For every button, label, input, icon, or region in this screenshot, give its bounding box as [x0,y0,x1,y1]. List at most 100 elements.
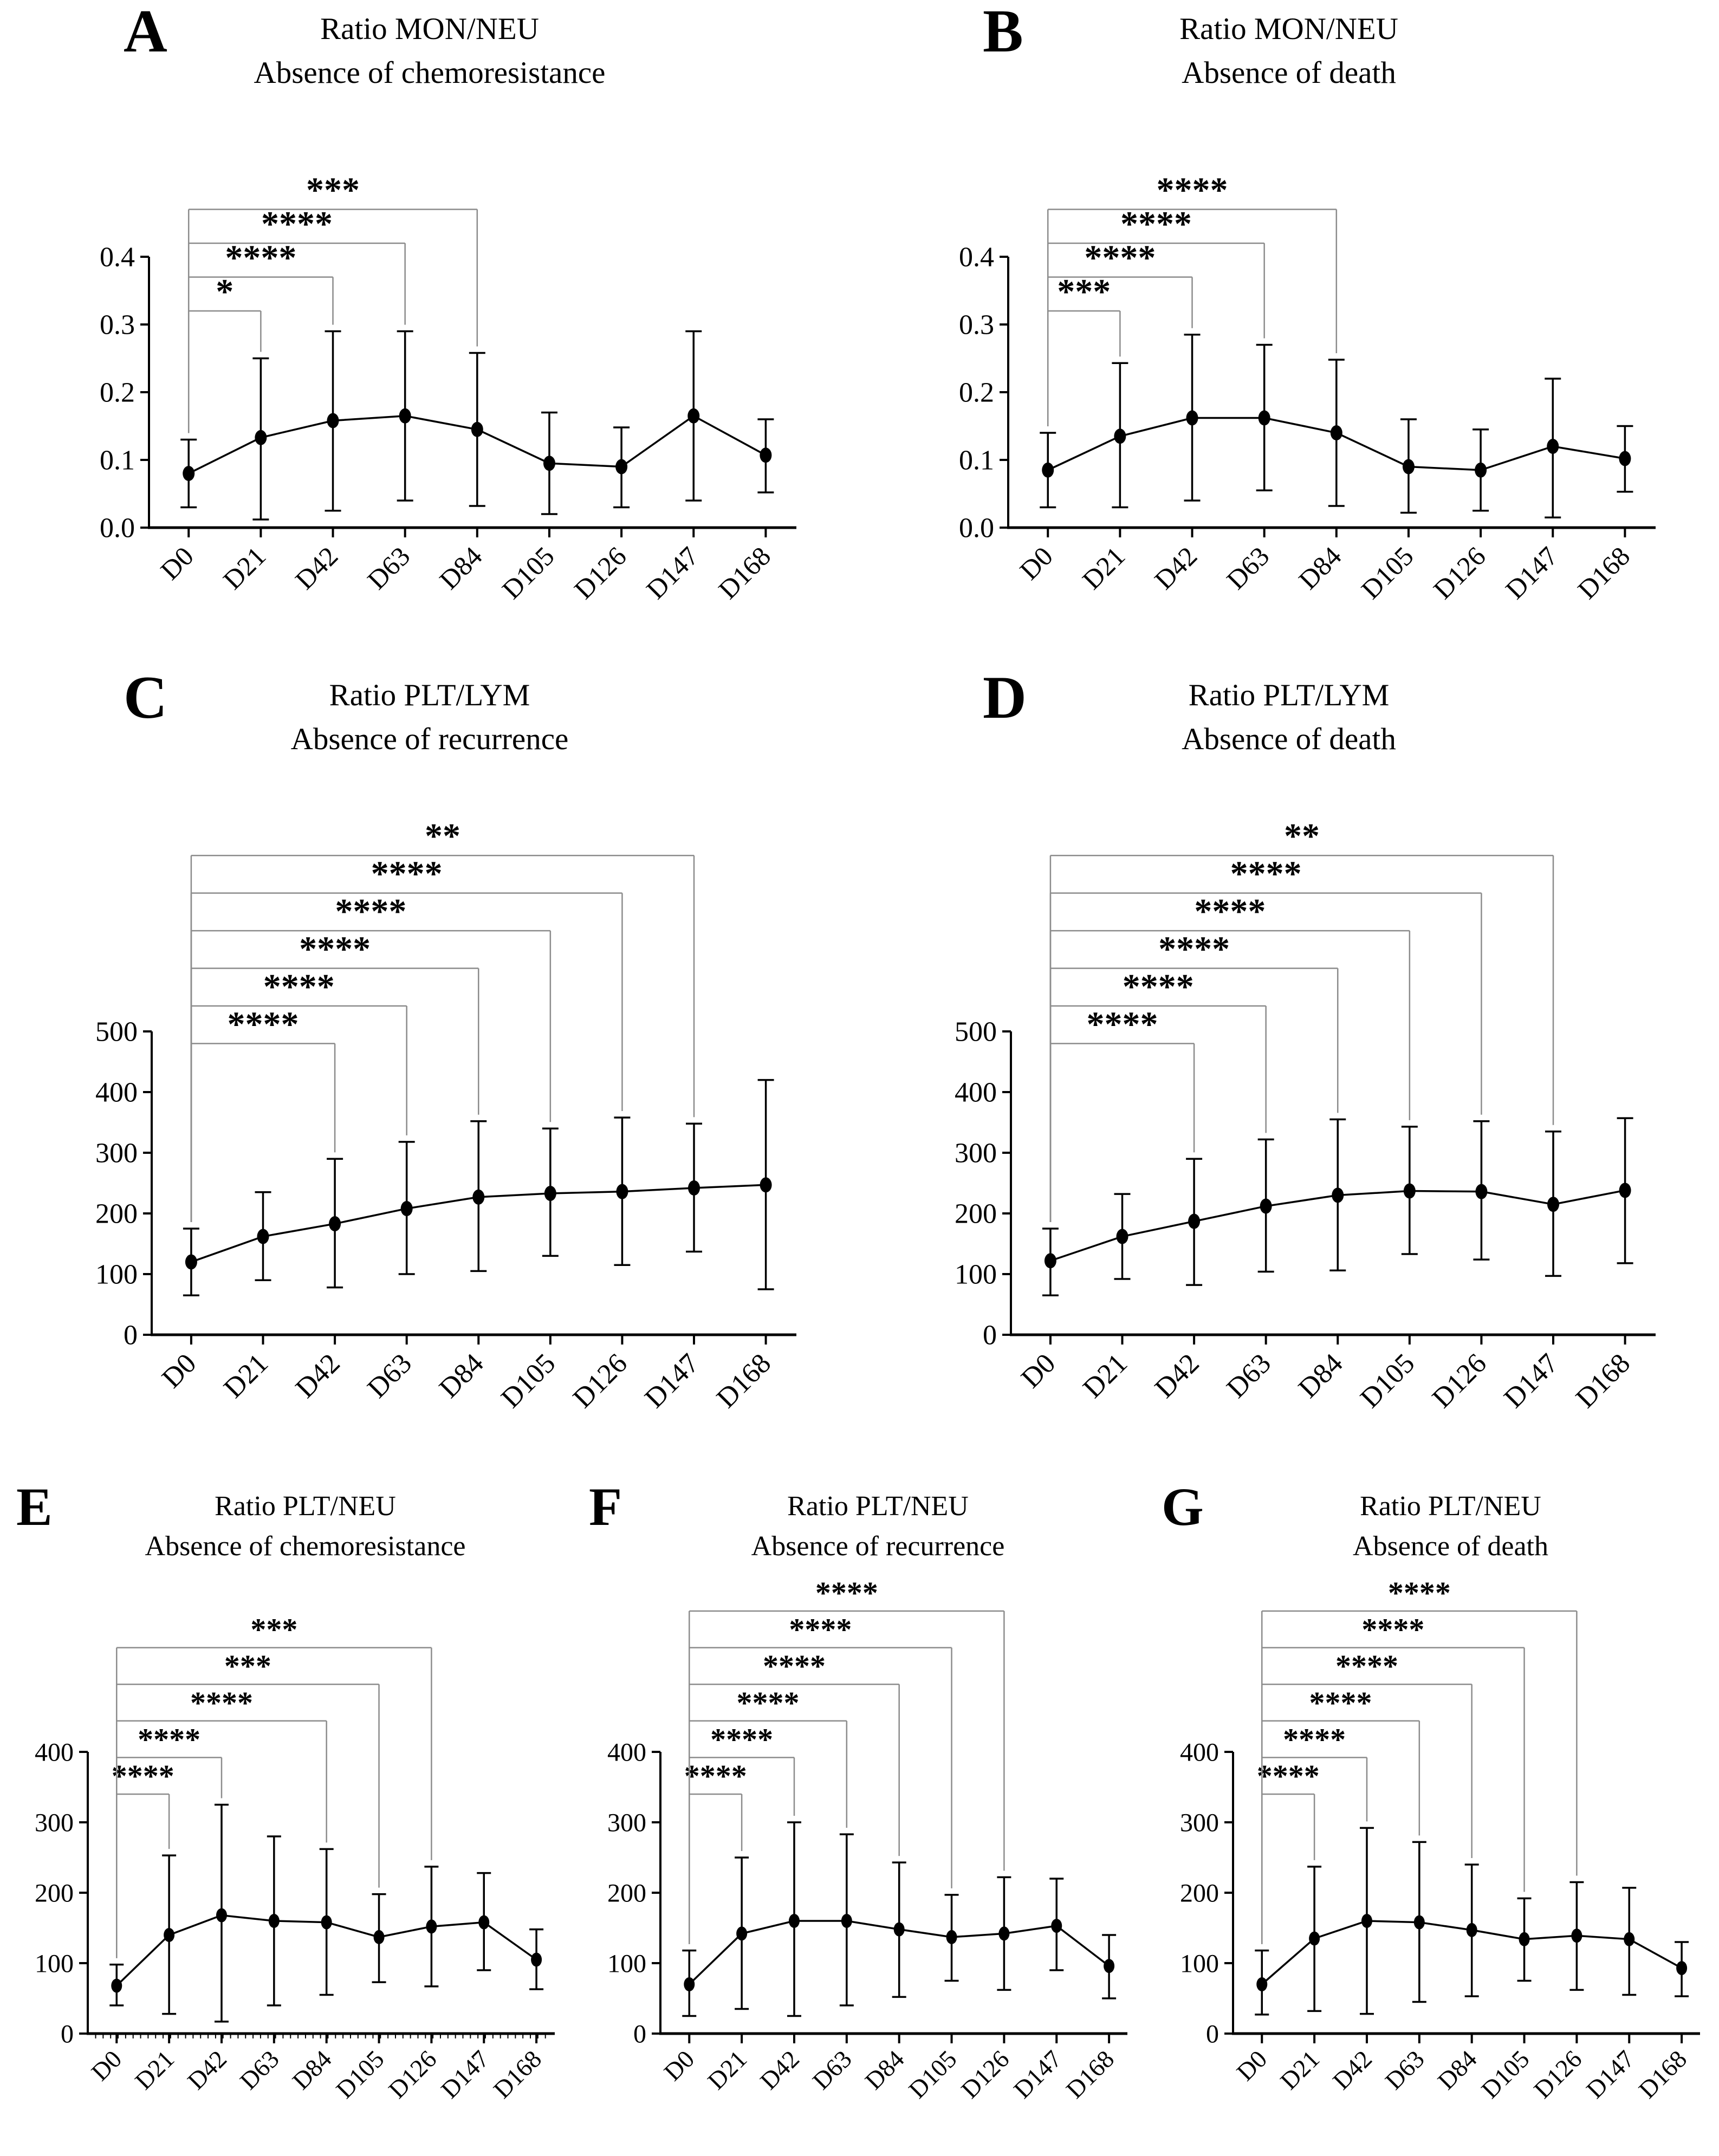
y-tick-label: 100 [95,1259,138,1290]
bracket-label: **** [1123,967,1194,1006]
x-tick-label: D168 [488,2045,547,2103]
data-point [1330,425,1342,440]
data-point [998,1926,1010,1941]
data-point [1042,462,1054,478]
data-point [471,421,483,437]
y-tick-label: 100 [35,1949,74,1978]
data-point [426,1919,437,1934]
data-point [1258,410,1270,426]
data-point [1361,1914,1372,1928]
panel-e-subtitle: Absence of chemoresistance [145,1530,466,1562]
x-tick-label: D42 [1149,541,1203,595]
y-tick-label: 400 [95,1077,138,1108]
data-point [688,1180,700,1196]
panel-c-title: Ratio PLT/LYM [329,678,530,712]
data-point [760,1177,772,1193]
y-tick-label: 100 [607,1949,646,1978]
data-point [543,456,555,471]
panel-letter-c: C [124,664,167,731]
panel-g-title: Ratio PLT/NEU [1360,1491,1541,1522]
bracket-label: **** [112,1758,174,1794]
data-point [216,1908,227,1923]
panel-a-title: Ratio MON/NEU [320,12,539,46]
chart-canvas-c: **********************0100200300400500D0… [95,816,796,1414]
panel-a: A Ratio MON/NEU Absence of chemoresistan… [0,0,859,666]
x-tick-label: D42 [289,541,343,595]
panel-letter-e: E [16,1477,53,1537]
bracket-label: **** [228,1004,299,1044]
panel-b-title: Ratio MON/NEU [1179,12,1398,46]
x-tick-label: D0 [1014,541,1059,586]
x-tick-label: D84 [287,2045,337,2095]
panel-f-title: Ratio PLT/NEU [787,1491,969,1522]
y-tick-label: 400 [1180,1738,1219,1767]
x-tick-label: D105 [496,541,560,605]
data-point [1466,1923,1477,1937]
bracket-label: **** [1084,238,1156,278]
y-tick-label: 0 [983,1320,997,1351]
x-tick-label: D84 [860,2045,910,2095]
data-point [736,1926,748,1941]
data-point [1188,1213,1201,1229]
bracket-label: **** [138,1722,200,1757]
data-point [1547,1197,1560,1212]
x-tick-label: D168 [712,541,776,605]
data-point [1619,451,1631,466]
x-tick-label: D126 [568,541,632,605]
y-tick-label: 500 [95,1017,138,1048]
panel-f: F Ratio PLT/NEU Absence of recurrence **… [573,1479,1145,2156]
panel-d-header: D Ratio PLT/LYM Absence of death [859,666,1718,766]
x-tick-label: D63 [1221,541,1275,595]
data-point [327,413,339,428]
bracket-label: **** [815,1575,878,1610]
data-point [841,1914,852,1928]
data-point [544,1186,556,1202]
x-tick-label: D126 [1426,1348,1493,1414]
y-tick-label: 200 [955,1199,997,1230]
panel-letter-f: F [589,1477,622,1537]
x-tick-label: D126 [1528,2045,1587,2103]
panel-e-header: E Ratio PLT/NEU Absence of chemoresistan… [0,1479,573,1568]
y-tick-label: 0.1 [959,445,994,476]
y-tick-label: 300 [955,1138,997,1169]
x-tick-label: D105 [495,1348,561,1414]
data-point [788,1914,800,1928]
y-tick-label: 0.3 [959,310,994,341]
x-tick-label: D84 [433,1348,490,1404]
y-tick-label: 300 [1180,1808,1219,1837]
data-point [400,1201,413,1217]
bracket-label: **** [261,204,333,244]
chart-canvas-d: **********************0100200300400500D0… [955,816,1656,1414]
y-tick-label: 0.4 [100,242,135,273]
x-tick-label: D84 [1293,541,1347,595]
data-point [1309,1931,1320,1946]
x-tick-label: D105 [330,2045,389,2103]
bracket-label: **** [1335,1648,1398,1684]
panel-a-subtitle: Absence of chemoresistance [254,55,606,90]
bracket-label: **** [763,1648,826,1684]
y-tick-label: 0.0 [959,513,994,544]
bracket-label: *** [306,171,360,210]
panel-f-titles: Ratio PLT/NEU Absence of recurrence [573,1486,1145,1567]
x-tick-label: D84 [433,541,488,595]
data-point [329,1216,341,1232]
x-tick-label: D21 [217,541,271,595]
bracket-label: ** [1284,816,1320,856]
y-tick-label: 0 [1206,2019,1219,2048]
x-tick-label: D42 [182,2045,232,2095]
y-tick-label: 200 [1180,1879,1219,1907]
x-tick-label: D168 [1061,2045,1119,2103]
bracket-label: **** [737,1685,800,1720]
panel-a-titles: Ratio MON/NEU Absence of chemoresistance [0,8,859,95]
x-tick-label: D147 [1498,1348,1564,1414]
data-point [1475,462,1487,478]
bracket-label: **** [1087,1004,1158,1044]
x-tick-label: D126 [956,2045,1014,2103]
data-point [183,466,195,481]
bracket-label: **** [684,1758,747,1794]
panel-d-title: Ratio PLT/LYM [1188,678,1390,712]
data-point [760,447,772,463]
data-point [1519,1932,1530,1946]
data-point [684,1977,695,1991]
bracket-label: **** [1120,204,1192,244]
